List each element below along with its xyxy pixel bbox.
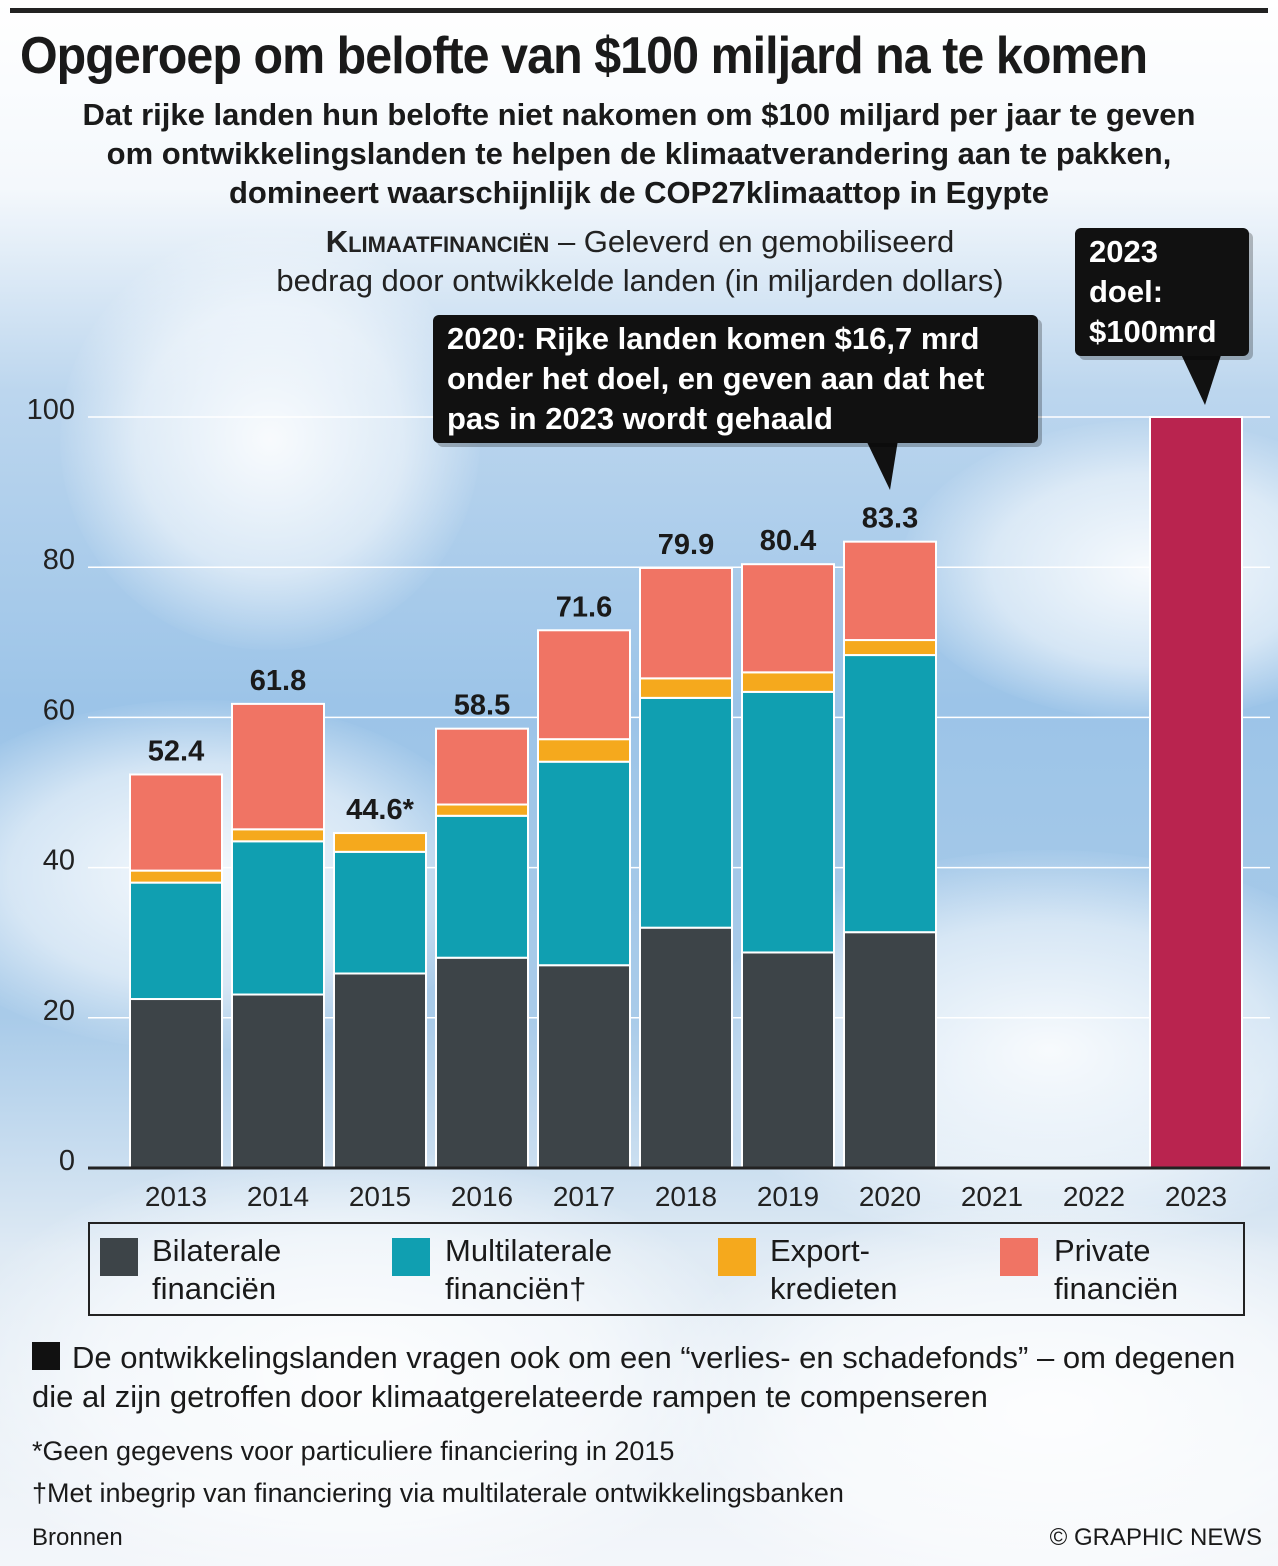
chart-heading-text: – Geleverd en gemobiliseerd [549,224,955,259]
x-tick-label: 2016 [451,1181,513,1212]
subtitle-line: domineert waarschijnlijk de COP27klimaat… [228,175,1049,210]
bar-segment [231,993,325,1169]
cloud [60,230,480,650]
bar-segment [129,773,223,872]
bar-segment [639,696,733,929]
source: Bronnen [32,1524,123,1551]
bar-segment [741,671,835,693]
callout-2023: 2023 doel: $100mrd [1075,228,1249,356]
bar-segment [333,850,427,975]
callout-pointer [1180,352,1222,405]
data-label: 79.9 [658,529,714,561]
x-tick-label: 2022 [1063,1181,1125,1212]
bar-segment [843,639,937,657]
chart-heading: Klimaatfinanciën – Geleverd en gemobilis… [240,222,1040,300]
data-label: 71.6 [556,591,612,623]
x-tick-label: 2017 [553,1181,615,1212]
bar-segment [537,629,631,741]
top-rule [10,8,1268,13]
x-tick-label: 2020 [859,1181,921,1212]
legend-swatch-multilateral [392,1238,430,1276]
x-tick-label: 2021 [961,1181,1023,1212]
y-tick-label: 100 [27,394,75,426]
legend: Bilaterale financiën Multilaterale financi… [88,1222,1245,1316]
bar-segment [639,926,733,1169]
y-tick-label: 80 [43,544,75,576]
callout-line: onder het doel, en geven aan dat het [447,361,985,396]
footnote: †Met inbegrip van financiering via multi… [32,1478,844,1508]
bar-segment [333,972,427,1170]
bar-segment [741,563,835,674]
x-tick-label: 2014 [247,1181,309,1212]
bar-segment [435,814,529,959]
data-label: 83.3 [862,503,918,535]
bar-segment [129,881,223,1001]
square-bullet-icon [32,1342,60,1370]
bar-segment [639,677,733,699]
callout-line: pas in 2023 wordt gehaald [447,401,833,436]
y-tick-label: 0 [59,1145,75,1177]
bar-segment [537,738,631,763]
bar-segment [741,951,835,1170]
credit: © GRAPHIC NEWS [1049,1524,1262,1551]
bar-segment [741,690,835,954]
y-tick-label: 60 [43,694,75,726]
subtitle: Dat rijke landen hun belofte niet nakome… [0,95,1278,212]
bar-segment [537,964,631,1169]
bar-segment [333,832,427,853]
bar-segment [231,828,325,843]
data-label: 52.4 [148,735,204,767]
chart-heading-line2: bedrag door ontwikkelde landen (in milja… [276,263,1004,298]
bar-segment [537,760,631,967]
bar-segment [435,803,529,817]
data-label: 80.4 [760,525,816,557]
subtitle-line: Dat rijke landen hun belofte niet nakome… [82,97,1196,132]
callout-2020: 2020: Rijke landen komen $16,7 mrd onder… [433,315,1038,443]
bar-segment [843,540,937,642]
bar-segment [231,840,325,996]
legend-swatch-private [1000,1238,1038,1276]
data-label: 44.6* [346,794,414,826]
note: De ontwikkelingslanden vragen ook om een… [32,1340,1236,1414]
bar-segment [843,931,937,1169]
callout-line: 2023 [1089,234,1158,269]
bar-segment [231,702,325,831]
bar-segment [129,998,223,1170]
cloud [0,1150,750,1566]
data-label: 61.8 [250,665,306,697]
bar-segment [435,956,529,1169]
subtitle-line: om ontwikkelingslanden te helpen de klim… [106,136,1172,171]
chart-heading-bold: Klimaatfinanciën [325,224,550,259]
callout-line: 2020: Rijke landen komen $16,7 mrd [447,321,980,356]
x-tick-label: 2018 [655,1181,717,1212]
footnote: *Geen gegevens voor particuliere financi… [32,1436,675,1466]
data-label: 58.5 [454,690,510,722]
callout-line: doel: [1089,274,1164,309]
legend-swatch-export [718,1238,756,1276]
goal-bar [1149,416,1243,1169]
bar-segment [435,727,529,806]
x-tick-label: 2015 [349,1181,411,1212]
legend-swatch-bilateral [100,1238,138,1276]
callout-line: $100mrd [1089,314,1217,349]
y-tick-label: 40 [43,845,75,877]
bar-segment [129,869,223,884]
x-tick-label: 2019 [757,1181,819,1212]
bar-segment [639,566,733,680]
title: Opgeroep om belofte van $100 miljard na … [20,27,1148,85]
y-tick-label: 20 [43,995,75,1027]
x-tick-label: 2013 [145,1181,207,1212]
x-tick-label: 2023 [1165,1181,1227,1212]
callout-pointer [866,440,898,490]
bar-segment [843,654,937,934]
